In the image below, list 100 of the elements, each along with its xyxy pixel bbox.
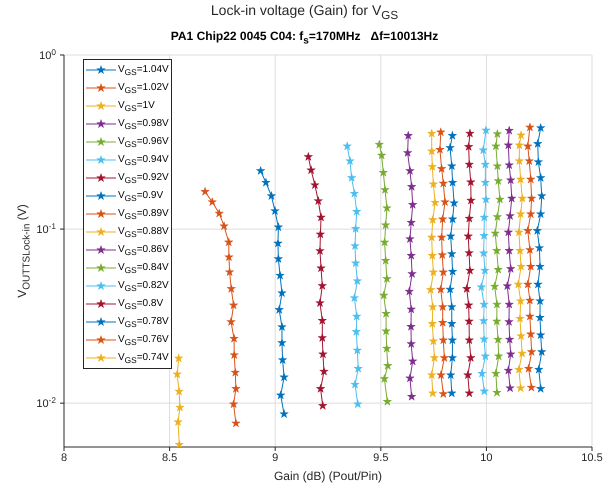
point — [537, 347, 546, 356]
point — [514, 364, 524, 374]
point — [438, 250, 447, 259]
point — [482, 126, 490, 134]
point — [490, 282, 500, 290]
point — [462, 284, 472, 293]
point — [446, 370, 456, 379]
point — [306, 165, 316, 174]
point — [524, 156, 534, 165]
point — [533, 280, 542, 288]
point — [526, 262, 536, 270]
point — [428, 162, 437, 171]
point — [504, 228, 513, 236]
point — [506, 211, 515, 220]
x-axis-title: Gain (dB) (Pout/Pin) — [272, 469, 384, 483]
point — [480, 266, 490, 274]
point — [504, 366, 513, 374]
legend-label: V$_{GS}$=0.82V — [118, 280, 169, 292]
point — [525, 296, 534, 304]
point — [492, 129, 502, 138]
point — [278, 355, 288, 364]
point — [405, 374, 414, 382]
point — [352, 346, 362, 354]
point — [526, 174, 536, 184]
point — [480, 231, 489, 240]
point — [480, 212, 489, 222]
point — [446, 232, 456, 240]
point — [383, 361, 392, 370]
point — [479, 248, 488, 258]
point — [408, 200, 418, 209]
point — [318, 401, 328, 410]
point — [230, 350, 239, 359]
point — [278, 322, 286, 331]
point — [208, 197, 217, 206]
point — [382, 326, 391, 336]
point — [440, 197, 450, 206]
point — [446, 143, 455, 152]
point — [523, 280, 532, 288]
point — [536, 173, 546, 182]
point — [406, 250, 416, 260]
point — [226, 284, 236, 293]
point — [437, 232, 446, 242]
point — [527, 347, 536, 356]
point — [536, 123, 546, 132]
point — [314, 196, 323, 205]
point — [480, 160, 490, 168]
point — [174, 386, 184, 396]
point — [230, 368, 240, 376]
point — [224, 252, 234, 261]
point — [406, 218, 416, 226]
point — [464, 336, 474, 344]
point — [466, 196, 476, 204]
point — [406, 304, 416, 314]
point — [382, 308, 391, 318]
point — [304, 152, 313, 161]
point — [320, 366, 328, 376]
legend-label: V$_{GS}$=0.94V — [118, 154, 169, 166]
point — [381, 256, 390, 264]
point — [526, 330, 536, 338]
point — [430, 198, 440, 206]
point — [523, 226, 532, 235]
point — [523, 142, 532, 150]
point — [506, 350, 516, 358]
point — [536, 209, 546, 218]
point — [316, 384, 326, 393]
chart-title: Lock-in voltage (Gain) for V$_{GS}$ — [210, 2, 400, 22]
point — [450, 198, 459, 207]
point — [436, 370, 446, 379]
point — [428, 180, 438, 188]
point — [504, 317, 514, 326]
point — [280, 409, 289, 418]
point — [464, 316, 474, 326]
point — [347, 173, 356, 182]
point — [226, 317, 236, 326]
point — [428, 250, 437, 260]
x-tick-label: 10 — [480, 452, 493, 464]
point — [438, 178, 448, 188]
point — [516, 383, 526, 392]
point — [536, 312, 545, 322]
point — [536, 296, 545, 305]
point — [278, 338, 286, 347]
point — [525, 245, 534, 254]
point — [256, 166, 266, 175]
point — [464, 142, 474, 151]
point — [504, 246, 514, 255]
point — [465, 128, 474, 138]
legend-label: V$_{GS}$=0.76V — [118, 334, 169, 346]
x-tick-label: 9 — [272, 452, 278, 464]
point — [536, 384, 546, 393]
point — [261, 178, 270, 186]
point — [230, 334, 238, 342]
point — [380, 374, 389, 383]
point — [350, 241, 360, 250]
point — [351, 258, 360, 268]
point — [448, 178, 458, 186]
point — [274, 222, 283, 231]
x-tick-label: 8 — [60, 452, 68, 464]
point — [224, 238, 234, 246]
legend-label: V$_{GS}$=0.84V — [118, 262, 169, 274]
point — [406, 322, 416, 331]
